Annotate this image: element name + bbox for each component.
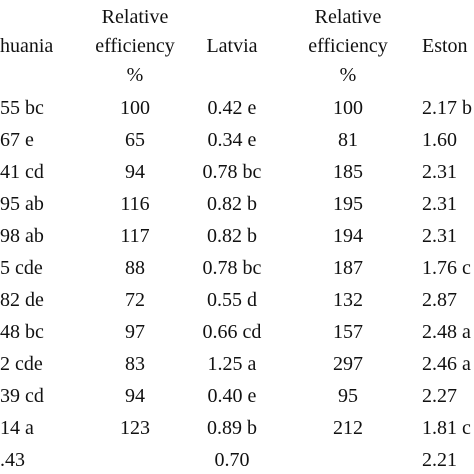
table-cell: 0.34 e (207, 129, 257, 151)
table-cell: 2.31 (422, 225, 457, 247)
header-cell: Latvia (206, 35, 258, 57)
table-cell: 0.89 b (207, 417, 257, 439)
table-cell: 2 cde (0, 353, 43, 375)
header-cell: Eston (422, 35, 468, 57)
table-cell: 0.66 cd (202, 321, 262, 343)
header-cell: Relative (314, 6, 382, 28)
table-cell: 132 (333, 289, 363, 311)
table-cell: 123 (120, 417, 150, 439)
table-cell: 187 (333, 257, 363, 279)
table-cell: 67 e (0, 129, 34, 151)
table-cell: 72 (125, 289, 145, 311)
table-cell: 1.60 (422, 129, 457, 151)
table-cell: 98 ab (0, 225, 44, 247)
table-cell: 2.31 (422, 193, 457, 215)
table-cell: 2.48 a (422, 321, 471, 343)
table-cell: 212 (333, 417, 363, 439)
table-cell: 1.81 c (422, 417, 471, 439)
table-cell: 100 (120, 97, 150, 119)
table-cell: 0.55 d (207, 289, 257, 311)
table-cell: 100 (333, 97, 363, 119)
table-cell: 2.31 (422, 161, 457, 183)
table-cell: 116 (120, 193, 150, 215)
table-cell: 2.17 b (422, 97, 472, 119)
table-cell: 81 (338, 129, 358, 151)
header-cell: % (126, 64, 144, 86)
table-cell: 2.46 a (422, 353, 471, 375)
table-cell: 95 (338, 385, 358, 407)
table-cell: 94 (125, 161, 145, 183)
table-cell: .43 (0, 449, 25, 471)
table-cell: 0.42 e (207, 97, 257, 119)
table-cell: 0.82 b (207, 225, 257, 247)
table-cell: 0.78 bc (202, 257, 262, 279)
table-cell: 48 bc (0, 321, 44, 343)
table-cell: 2.87 (422, 289, 457, 311)
table-cell: 88 (125, 257, 145, 279)
table-cell: 94 (125, 385, 145, 407)
header-cell: Relative (101, 6, 169, 28)
header-cell: efficiency (308, 35, 388, 57)
table-cell: 1.76 c (422, 257, 471, 279)
table-cell: 14 a (0, 417, 34, 439)
table-cell: 195 (333, 193, 363, 215)
table-cell: 0.82 b (207, 193, 257, 215)
table-cell: 39 cd (0, 385, 44, 407)
table-cell: 194 (333, 225, 363, 247)
table-cell: 5 cde (0, 257, 43, 279)
table-cell: 41 cd (0, 161, 44, 183)
table-cell: 0.78 bc (202, 161, 262, 183)
table-cell: 185 (333, 161, 363, 183)
table-cell: 1.25 a (207, 353, 257, 375)
table-cell: 55 bc (0, 97, 44, 119)
table-cell: 83 (125, 353, 145, 375)
table-cell: 297 (333, 353, 363, 375)
table-cell: 117 (120, 225, 150, 247)
table-cell: 2.27 (422, 385, 457, 407)
table-cell: 65 (125, 129, 145, 151)
table-cell: 0.70 (214, 449, 250, 471)
table-cell: 95 ab (0, 193, 44, 215)
table-cell: 82 de (0, 289, 44, 311)
table-cell: 0.40 e (207, 385, 257, 407)
header-cell: efficiency (95, 35, 175, 57)
table-cell: 97 (125, 321, 145, 343)
header-cell: huania (0, 35, 54, 57)
table-cell: 157 (333, 321, 363, 343)
table-cell: 2.21 (422, 449, 457, 471)
header-cell: % (339, 64, 357, 86)
